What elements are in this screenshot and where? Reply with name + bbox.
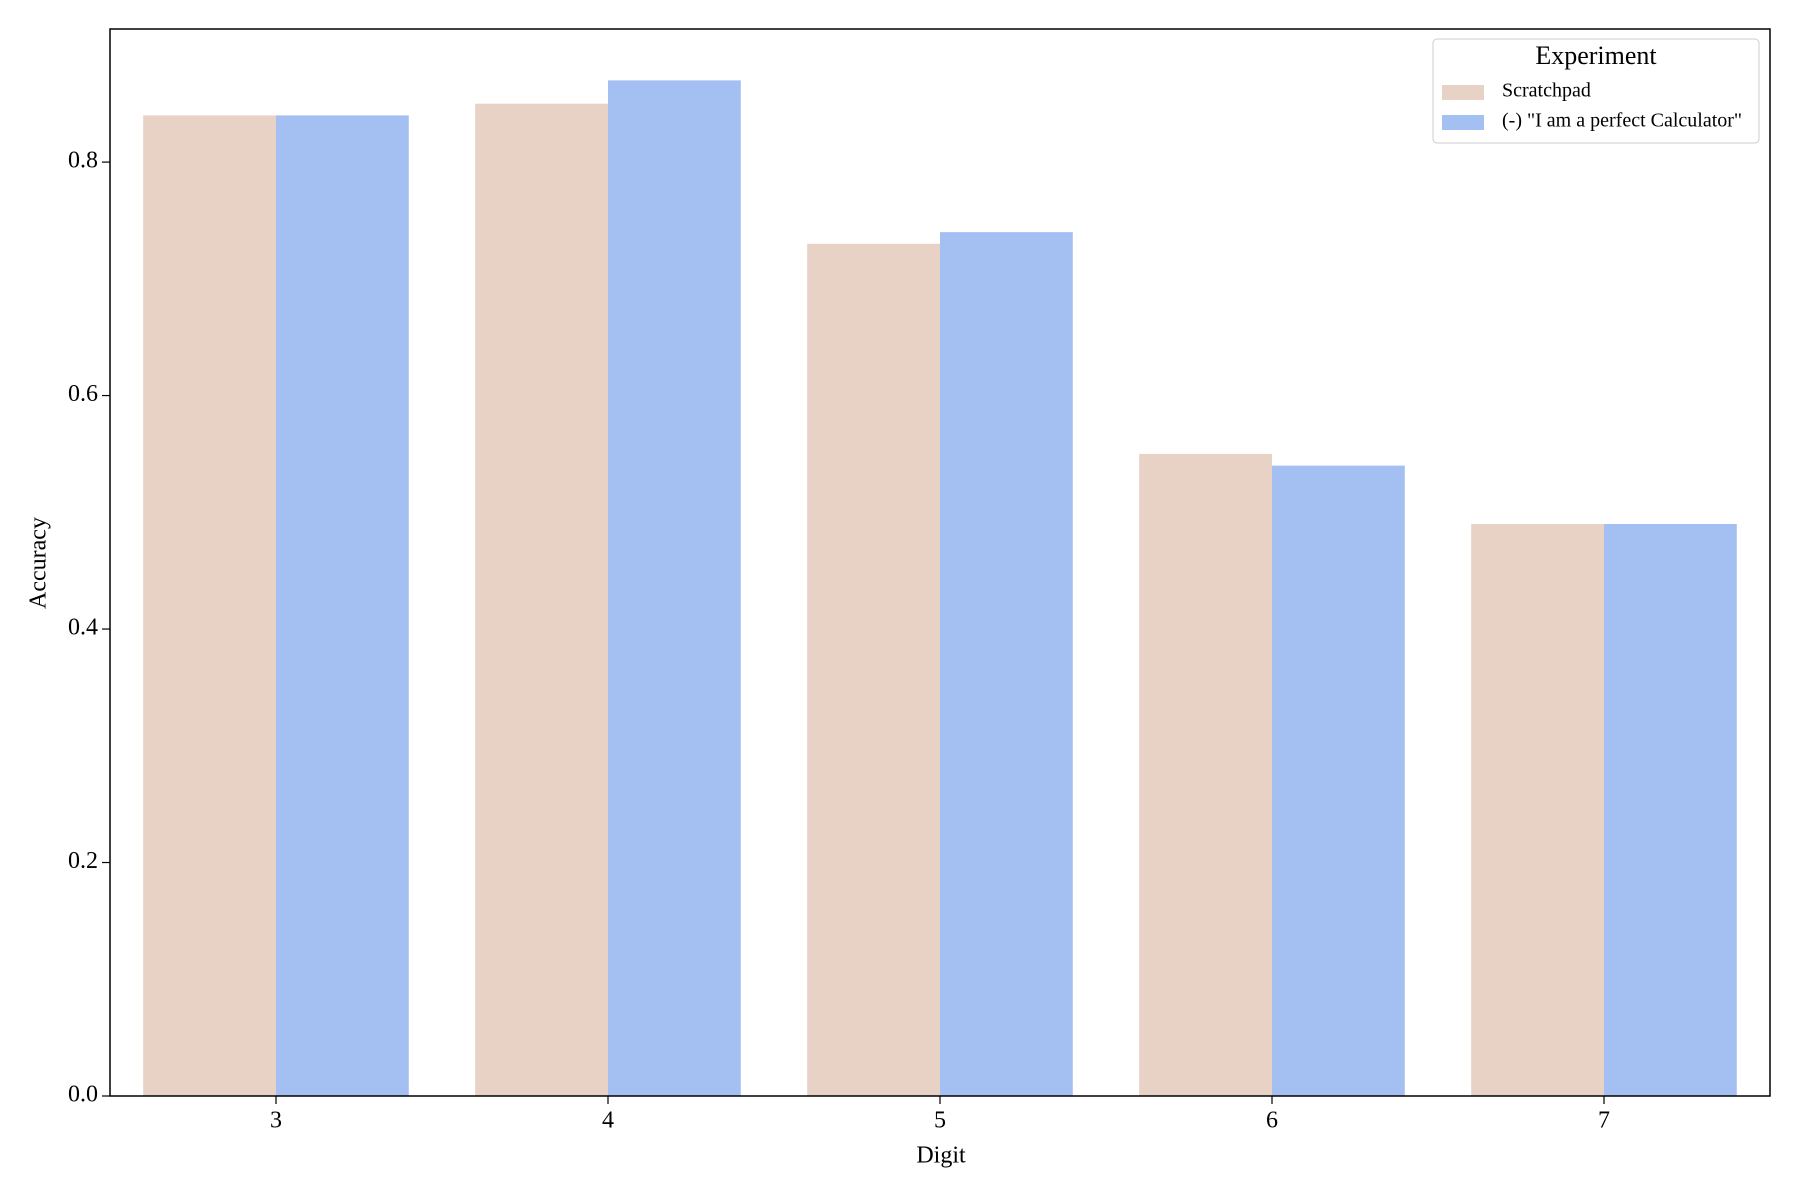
y-axis-label: Accuracy (26, 517, 52, 609)
bar (1604, 523, 1737, 1096)
legend-swatch (1442, 115, 1484, 130)
legend-label: (-) "I am a perfect Calculator" (1502, 110, 1742, 132)
x-axis-label: Digit (916, 1143, 966, 1169)
y-tick-label: 0.0 (68, 1082, 98, 1108)
y-tick-label: 0.8 (68, 148, 98, 174)
legend-box (1432, 38, 1760, 144)
legend-label: Scratchpad (1502, 80, 1591, 102)
bar (1471, 523, 1604, 1096)
bar (940, 232, 1073, 1097)
y-tick-label: 0.4 (68, 615, 98, 641)
bar (276, 115, 409, 1096)
bar (143, 115, 276, 1096)
axes-frame (109, 28, 1771, 1097)
bar (608, 80, 741, 1097)
x-tick-label: 4 (602, 1108, 614, 1134)
bar (1139, 453, 1272, 1097)
x-tick-label: 7 (1598, 1108, 1610, 1134)
legend-title: Experiment (1535, 41, 1657, 70)
x-tick-label: 6 (1266, 1108, 1278, 1134)
y-tick-label: 0.2 (68, 848, 98, 874)
x-tick-label: 5 (934, 1108, 946, 1134)
x-tick-label: 3 (270, 1108, 282, 1134)
bar (1272, 465, 1405, 1096)
bar (475, 103, 608, 1096)
y-tick-label: 0.6 (68, 381, 98, 407)
legend-swatch (1442, 85, 1484, 100)
bar (807, 243, 940, 1096)
